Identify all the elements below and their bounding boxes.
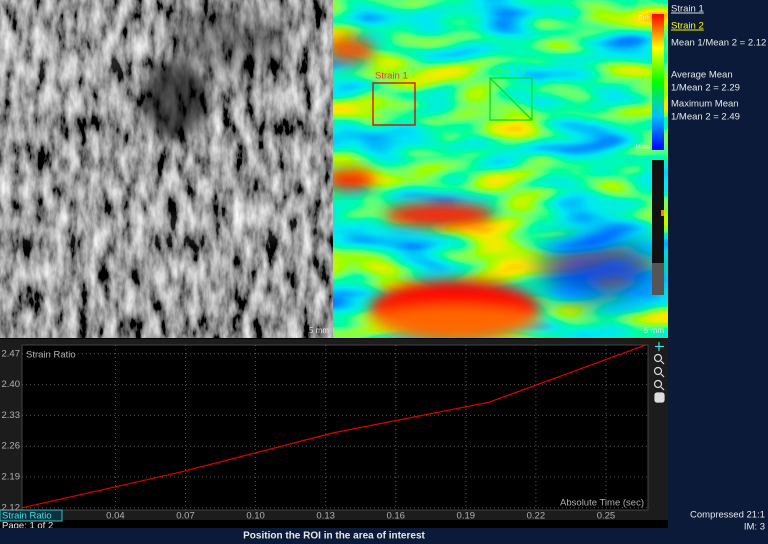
x-tick-label: 0.10 [246, 511, 265, 522]
x-tick-label: 0.13 [316, 511, 335, 522]
x-tick-label: 0.16 [386, 511, 405, 522]
scale-label: 5 mm [644, 326, 664, 335]
pan-button[interactable] [654, 392, 665, 403]
data-line [21, 344, 646, 509]
zoom-button[interactable] [653, 379, 665, 391]
result-label[interactable]: Strain 2 [671, 21, 704, 32]
y-tick-label: 2.33 [2, 410, 21, 421]
chart-title: Strain Ratio [26, 350, 76, 361]
soft-label: Soft [638, 15, 650, 22]
tab[interactable] [0, 509, 63, 522]
instruction: Position the ROI in the area of interest [243, 531, 425, 542]
status-bar [0, 528, 668, 544]
add-button[interactable] [655, 342, 664, 351]
toolbar [653, 342, 665, 403]
elastography-image [333, 0, 668, 338]
tab-label[interactable]: Strain Ratio [2, 511, 52, 522]
y-tick-label: 2.40 [2, 379, 21, 390]
y-tick-label: 2.19 [2, 472, 21, 483]
scale-label: 5 mm [309, 326, 329, 335]
b-mode-image [0, 0, 333, 338]
x-tick-label: 0.25 [597, 511, 616, 522]
image-number: IM: 3 [744, 522, 765, 533]
x-tick-label: 0.22 [527, 511, 546, 522]
result-label: Maximum Mean [671, 99, 739, 110]
hard-label: Hard [636, 144, 650, 151]
y-tick-label: 2.47 [2, 348, 21, 359]
page-label: Page: 1 of 2 [2, 521, 53, 532]
zoom-out-button[interactable] [653, 366, 665, 378]
x-tick-label: 0.04 [106, 511, 125, 522]
result-value: 1/Mean 2 = 2.29 [671, 83, 740, 94]
roi-label: Strain 1 [375, 71, 408, 82]
result-label[interactable]: Strain 1 [671, 4, 704, 15]
y-tick-label: 2.26 [2, 441, 21, 452]
result-label: Average Mean [671, 70, 733, 81]
plot-area [21, 344, 649, 511]
x-tick-label: 0.19 [457, 511, 476, 522]
results-panel [668, 0, 768, 544]
gray-bar [652, 160, 664, 295]
compression-label: Compressed 21:1 [690, 510, 765, 521]
chart [21, 344, 648, 510]
x-tick-label: 0.07 [176, 511, 195, 522]
y-tick-label: 2.12 [2, 502, 21, 513]
roi-label: Strain 2 [493, 66, 526, 77]
zoom-in-button[interactable] [653, 353, 665, 365]
color-bar [652, 14, 664, 150]
x-axis-label: Absolute Time (sec) [560, 498, 644, 509]
result-value: Mean 1/Mean 2 = 2.12 [671, 38, 766, 49]
result-value: 1/Mean 2 = 2.49 [671, 112, 740, 123]
